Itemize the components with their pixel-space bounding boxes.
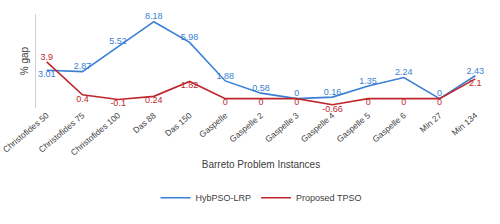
svg-text:1.35: 1.35 — [359, 76, 377, 86]
svg-text:1.88: 1.88 — [217, 71, 235, 81]
svg-text:0: 0 — [294, 88, 299, 98]
svg-text:Proposed TPSO: Proposed TPSO — [296, 193, 361, 203]
svg-text:3.9: 3.9 — [40, 52, 53, 62]
svg-text:0.58: 0.58 — [252, 83, 270, 93]
svg-text:0: 0 — [437, 88, 442, 98]
svg-text:Gaspelle 5: Gaspelle 5 — [335, 110, 373, 144]
svg-text:Das 150: Das 150 — [163, 110, 194, 138]
svg-text:1.82: 1.82 — [181, 80, 199, 90]
svg-text:Gaspelle 6: Gaspelle 6 — [370, 110, 408, 144]
svg-text:8.18: 8.18 — [145, 11, 163, 21]
svg-text:Christofides 75: Christofides 75 — [37, 110, 87, 154]
svg-text:5.52: 5.52 — [109, 36, 127, 46]
svg-text:0: 0 — [437, 97, 442, 107]
svg-text:-0.1: -0.1 — [110, 98, 126, 108]
svg-text:0.4: 0.4 — [76, 94, 89, 104]
svg-text:Das 88: Das 88 — [131, 110, 158, 135]
svg-text:2.1: 2.1 — [469, 78, 482, 88]
svg-text:2.87: 2.87 — [74, 61, 92, 71]
svg-text:0: 0 — [294, 97, 299, 107]
svg-text:2.43: 2.43 — [467, 66, 485, 76]
svg-text:0: 0 — [223, 97, 228, 107]
svg-text:-0.66: -0.66 — [322, 104, 343, 114]
svg-text:0.16: 0.16 — [324, 87, 342, 97]
svg-text:Christofides 50: Christofides 50 — [1, 110, 51, 154]
svg-text:Gaspelle 3: Gaspelle 3 — [263, 110, 301, 144]
svg-text:Barreto Problem Instances: Barreto Problem Instances — [202, 159, 320, 170]
svg-text:0: 0 — [366, 97, 371, 107]
svg-text:2.24: 2.24 — [395, 67, 413, 77]
svg-text:Min 27: Min 27 — [418, 110, 444, 134]
svg-text:Min 134: Min 134 — [450, 110, 480, 137]
svg-text:Gaspelle 4: Gaspelle 4 — [299, 110, 337, 144]
svg-text:5.98: 5.98 — [181, 32, 199, 42]
svg-text:0.24: 0.24 — [145, 95, 163, 105]
svg-text:0: 0 — [401, 97, 406, 107]
svg-text:HybPSO-LRP: HybPSO-LRP — [196, 193, 252, 203]
svg-text:Gaspelle 2: Gaspelle 2 — [227, 110, 265, 144]
svg-text:% gap: % gap — [19, 46, 30, 75]
svg-text:3.01: 3.01 — [38, 69, 56, 79]
svg-text:Christofides 100: Christofides 100 — [69, 110, 123, 157]
svg-text:0: 0 — [258, 97, 263, 107]
svg-text:Gaspelle: Gaspelle — [197, 110, 229, 139]
